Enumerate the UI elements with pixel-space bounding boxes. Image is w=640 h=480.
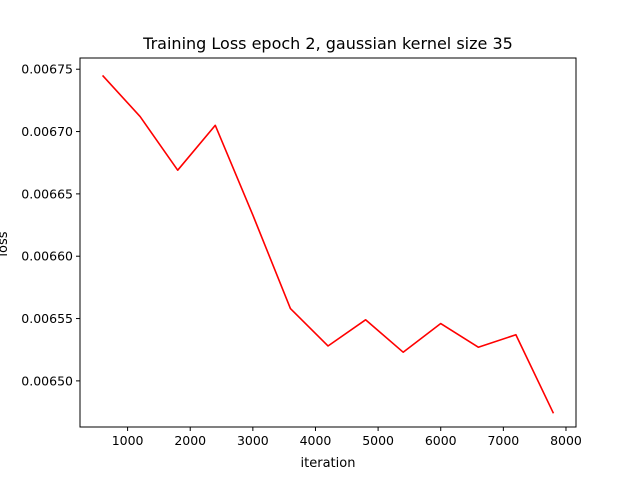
x-tick-label: 3000 (237, 433, 269, 448)
y-axis: 0.00650 0.00655 0.00660 0.00665 0.00670 0.006… (21, 62, 80, 388)
x-tick-label: 1000 (112, 433, 144, 448)
x-tick-label: 8000 (550, 433, 582, 448)
y-tick-label: 0.00675 (21, 62, 73, 77)
x-tick-label: 7000 (487, 433, 519, 448)
x-axis: 1000 2000 3000 4000 5000 6000 7000 8000 (112, 427, 582, 448)
x-tick-label: 5000 (362, 433, 394, 448)
x-axis-label: iteration (301, 456, 356, 471)
chart-title: Training Loss epoch 2, gaussian kernel s… (142, 34, 513, 53)
y-tick-label: 0.00670 (21, 124, 73, 139)
y-tick-label: 0.00660 (21, 249, 73, 264)
y-tick-label: 0.00655 (21, 311, 73, 326)
plot-area (79, 57, 577, 428)
x-tick-label: 4000 (300, 433, 332, 448)
y-tick-label: 0.00650 (21, 373, 73, 388)
plot-frame (79, 57, 577, 428)
loss-series-line-0 (101, 74, 555, 414)
x-tick-label: 6000 (425, 433, 457, 448)
y-tick-label: 0.00665 (21, 186, 73, 201)
x-tick-label: 2000 (174, 433, 206, 448)
y-axis-label: loss (0, 231, 11, 256)
